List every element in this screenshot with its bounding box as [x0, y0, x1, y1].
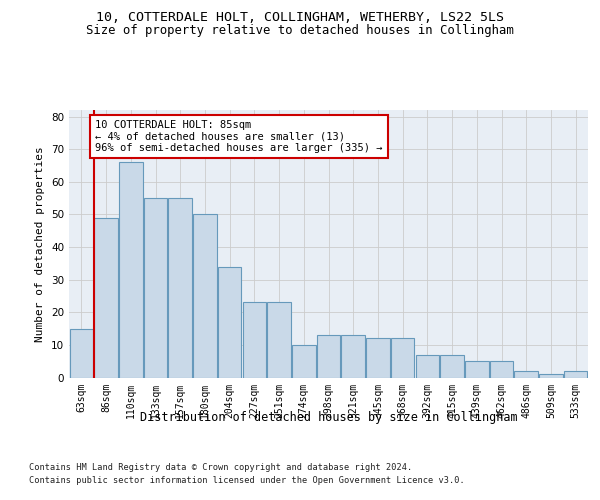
Bar	[514, 371, 538, 378]
Bar	[144, 198, 167, 378]
Text: Contains HM Land Registry data © Crown copyright and database right 2024.: Contains HM Land Registry data © Crown c…	[29, 462, 412, 471]
Y-axis label: Number of detached properties: Number of detached properties	[35, 146, 46, 342]
Bar	[366, 338, 389, 378]
Bar	[391, 338, 415, 378]
Bar	[169, 198, 192, 378]
Bar	[465, 361, 488, 378]
Bar	[119, 162, 143, 378]
Bar	[416, 354, 439, 378]
Bar	[539, 374, 563, 378]
Text: Contains public sector information licensed under the Open Government Licence v3: Contains public sector information licen…	[29, 476, 464, 485]
Text: 10 COTTERDALE HOLT: 85sqm
← 4% of detached houses are smaller (13)
96% of semi-d: 10 COTTERDALE HOLT: 85sqm ← 4% of detach…	[95, 120, 382, 153]
Bar	[193, 214, 217, 378]
Text: Size of property relative to detached houses in Collingham: Size of property relative to detached ho…	[86, 24, 514, 37]
Bar	[70, 328, 93, 378]
Bar	[490, 361, 513, 378]
Bar	[268, 302, 291, 378]
Bar	[564, 371, 587, 378]
Bar	[242, 302, 266, 378]
Text: Distribution of detached houses by size in Collingham: Distribution of detached houses by size …	[140, 411, 518, 424]
Bar	[292, 345, 316, 378]
Bar	[440, 354, 464, 378]
Bar	[341, 335, 365, 378]
Bar	[218, 266, 241, 378]
Bar	[94, 218, 118, 378]
Text: 10, COTTERDALE HOLT, COLLINGHAM, WETHERBY, LS22 5LS: 10, COTTERDALE HOLT, COLLINGHAM, WETHERB…	[96, 11, 504, 24]
Bar	[317, 335, 340, 378]
